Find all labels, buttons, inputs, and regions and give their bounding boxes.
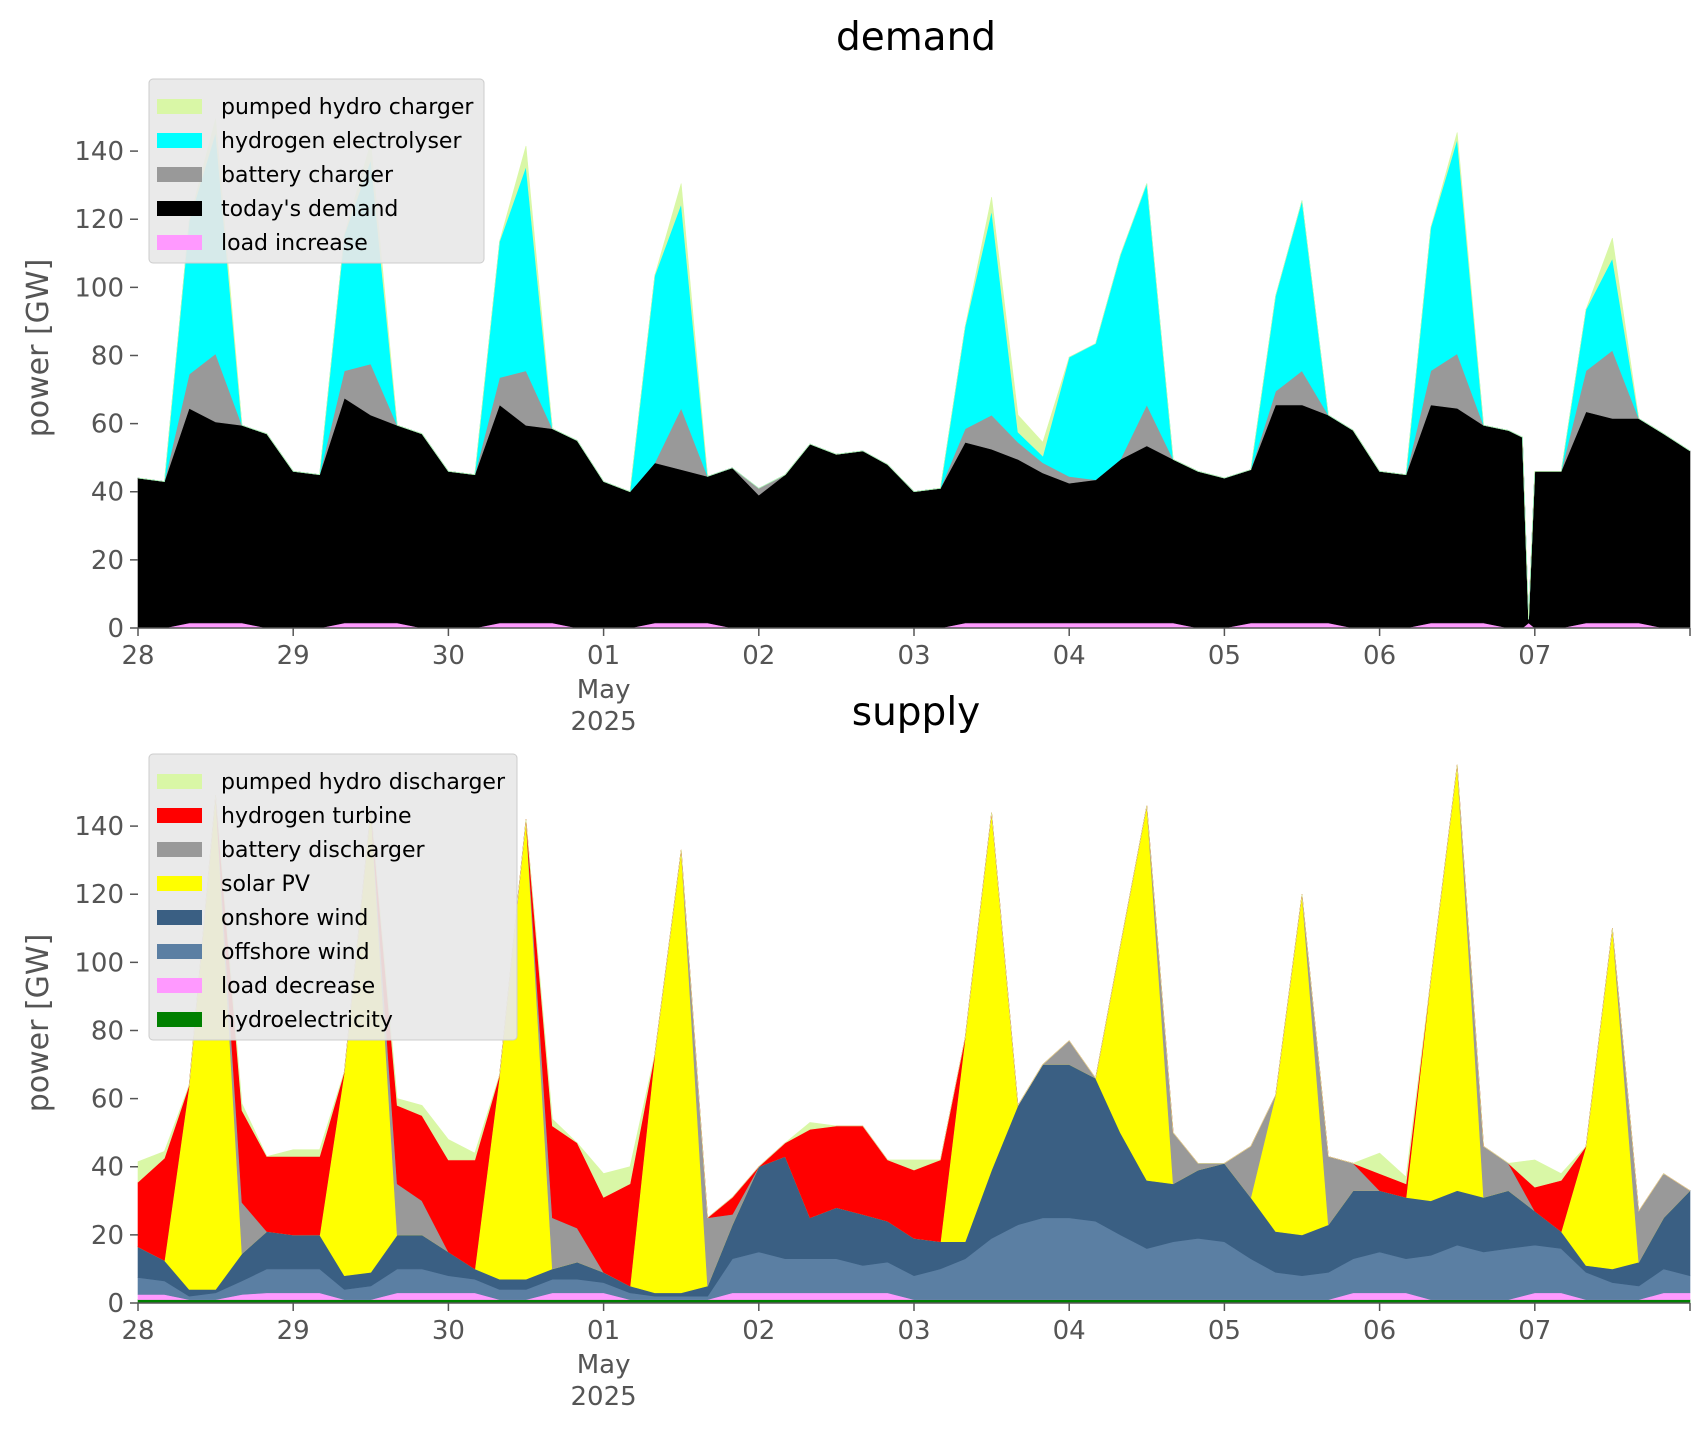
y-tick-label: 0 [107,1289,124,1319]
legend-swatch-offshore-wind [157,944,202,959]
legend-swatch-pumped-hydro-discharger [157,774,202,789]
legend-box [148,753,518,1041]
x-tick-label: 01 [587,1316,620,1346]
area-today-s-demand [137,397,1691,629]
legend-swatch-hydroelectricity [157,1012,202,1027]
legend-label-pumped-hydro-discharger: pumped hydro discharger [221,770,506,795]
x-tick-label: 30 [432,1316,465,1346]
x-tick-sublabel: 2025 [571,707,637,737]
y-tick-label: 20 [91,546,124,576]
y-tick-label: 100 [74,273,124,303]
legend-label-today-s-demand: today's demand [221,197,398,222]
x-tick-sublabel: May [577,675,631,705]
y-tick-label: 120 [74,205,124,235]
legend-label-hydroelectricity: hydroelectricity [221,1008,393,1033]
chart-title: supply [852,690,980,735]
x-tick-label: 28 [121,1316,154,1346]
legend-label-onshore-wind: onshore wind [221,906,368,931]
legend-swatch-hydrogen-turbine [157,808,202,823]
x-tick-label: 02 [742,641,775,671]
legend-label-load-decrease: load decrease [221,974,375,999]
y-tick-label: 140 [74,137,124,167]
legend-swatch-solar-pv [157,876,202,891]
legend-swatch-hydrogen-electrolyser [157,133,202,148]
x-tick-label: 01 [587,641,620,671]
y-tick-label: 0 [107,614,124,644]
demand-stacked-areas [137,118,1691,629]
legend-swatch-battery-charger [157,167,202,182]
x-tick-sublabel: 2025 [571,1382,637,1412]
x-tick-label: 03 [897,1316,930,1346]
x-tick-label: 02 [742,1316,775,1346]
demand-legend: pumped hydro charger hydrogen electrolyse… [148,78,485,264]
x-tick-label: 03 [897,641,930,671]
x-tick-label: 06 [1363,1316,1396,1346]
x-tick-label: 28 [121,641,154,671]
x-tick-label: 06 [1363,641,1396,671]
legend-label-solar-pv: solar PV [221,872,310,897]
y-tick-label: 40 [91,478,124,508]
y-tick-label: 60 [91,410,124,440]
x-tick-label: 04 [1053,1316,1086,1346]
chart-title: demand [836,15,996,60]
x-tick-label: 30 [432,641,465,671]
x-tick-sublabel: May [577,1350,631,1380]
legend-swatch-pumped-hydro-charger [157,99,202,114]
legend-swatch-battery-discharger [157,842,202,857]
legend-label-offshore-wind: offshore wind [221,940,370,965]
legend-label-battery-charger: battery charger [221,163,394,188]
supply-stacked-areas [137,764,1691,1304]
x-tick-label: 05 [1208,1316,1241,1346]
legend-swatch-onshore-wind [157,910,202,925]
area-pumped-hydro-charger [137,118,1691,620]
y-tick-label: 120 [74,880,124,910]
area-pumped-hydro-discharger [137,764,1691,1219]
legend-label-hydrogen-electrolyser: hydrogen electrolyser [221,129,462,154]
legend-label-pumped-hydro-charger: pumped hydro charger [221,95,474,120]
x-tick-label: 07 [1518,641,1551,671]
legend-swatch-load-decrease [157,978,202,993]
y-tick-label: 100 [74,948,124,978]
legend-label-load-increase: load increase [221,231,368,256]
legend-label-hydrogen-turbine: hydrogen turbine [221,804,412,829]
legend-swatch-load-increase [157,235,202,250]
supply-legend: pumped hydro discharger hydrogen turbine b… [148,753,518,1041]
legend-label-battery-discharger: battery discharger [221,838,426,863]
y-tick-label: 80 [91,1016,124,1046]
x-tick-label: 05 [1208,641,1241,671]
y-tick-label: 40 [91,1153,124,1183]
x-tick-label: 07 [1518,1316,1551,1346]
y-axis-label: power [GW] [21,259,56,438]
y-tick-label: 60 [91,1085,124,1115]
y-tick-label: 140 [74,812,124,842]
x-tick-label: 29 [277,641,310,671]
legend-box [148,78,485,264]
y-tick-label: 20 [91,1221,124,1251]
x-tick-label: 04 [1053,641,1086,671]
legend-swatch-today-s-demand [157,201,202,216]
x-tick-label: 29 [277,1316,310,1346]
y-tick-label: 80 [91,341,124,371]
y-axis-label: power [GW] [21,934,56,1113]
